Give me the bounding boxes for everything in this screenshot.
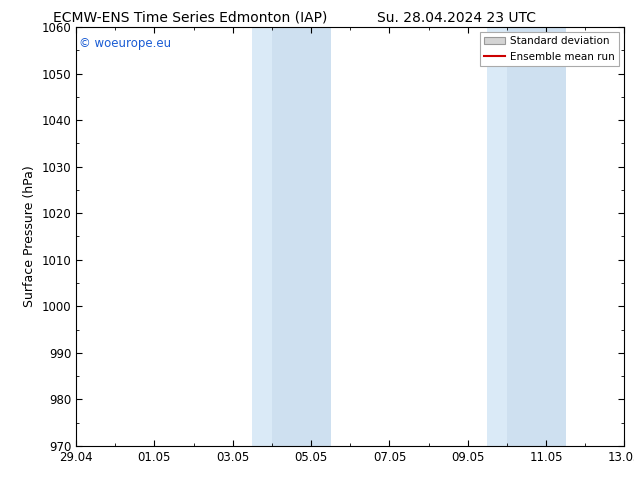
Bar — [252, 27, 272, 446]
Bar — [507, 27, 566, 446]
Y-axis label: Surface Pressure (hPa): Surface Pressure (hPa) — [23, 166, 36, 307]
Text: Su. 28.04.2024 23 UTC: Su. 28.04.2024 23 UTC — [377, 11, 536, 25]
Bar — [272, 27, 331, 446]
Bar — [488, 27, 507, 446]
Text: © woeurope.eu: © woeurope.eu — [79, 37, 171, 50]
Text: ECMW-ENS Time Series Edmonton (IAP): ECMW-ENS Time Series Edmonton (IAP) — [53, 11, 327, 25]
Legend: Standard deviation, Ensemble mean run: Standard deviation, Ensemble mean run — [480, 32, 619, 66]
